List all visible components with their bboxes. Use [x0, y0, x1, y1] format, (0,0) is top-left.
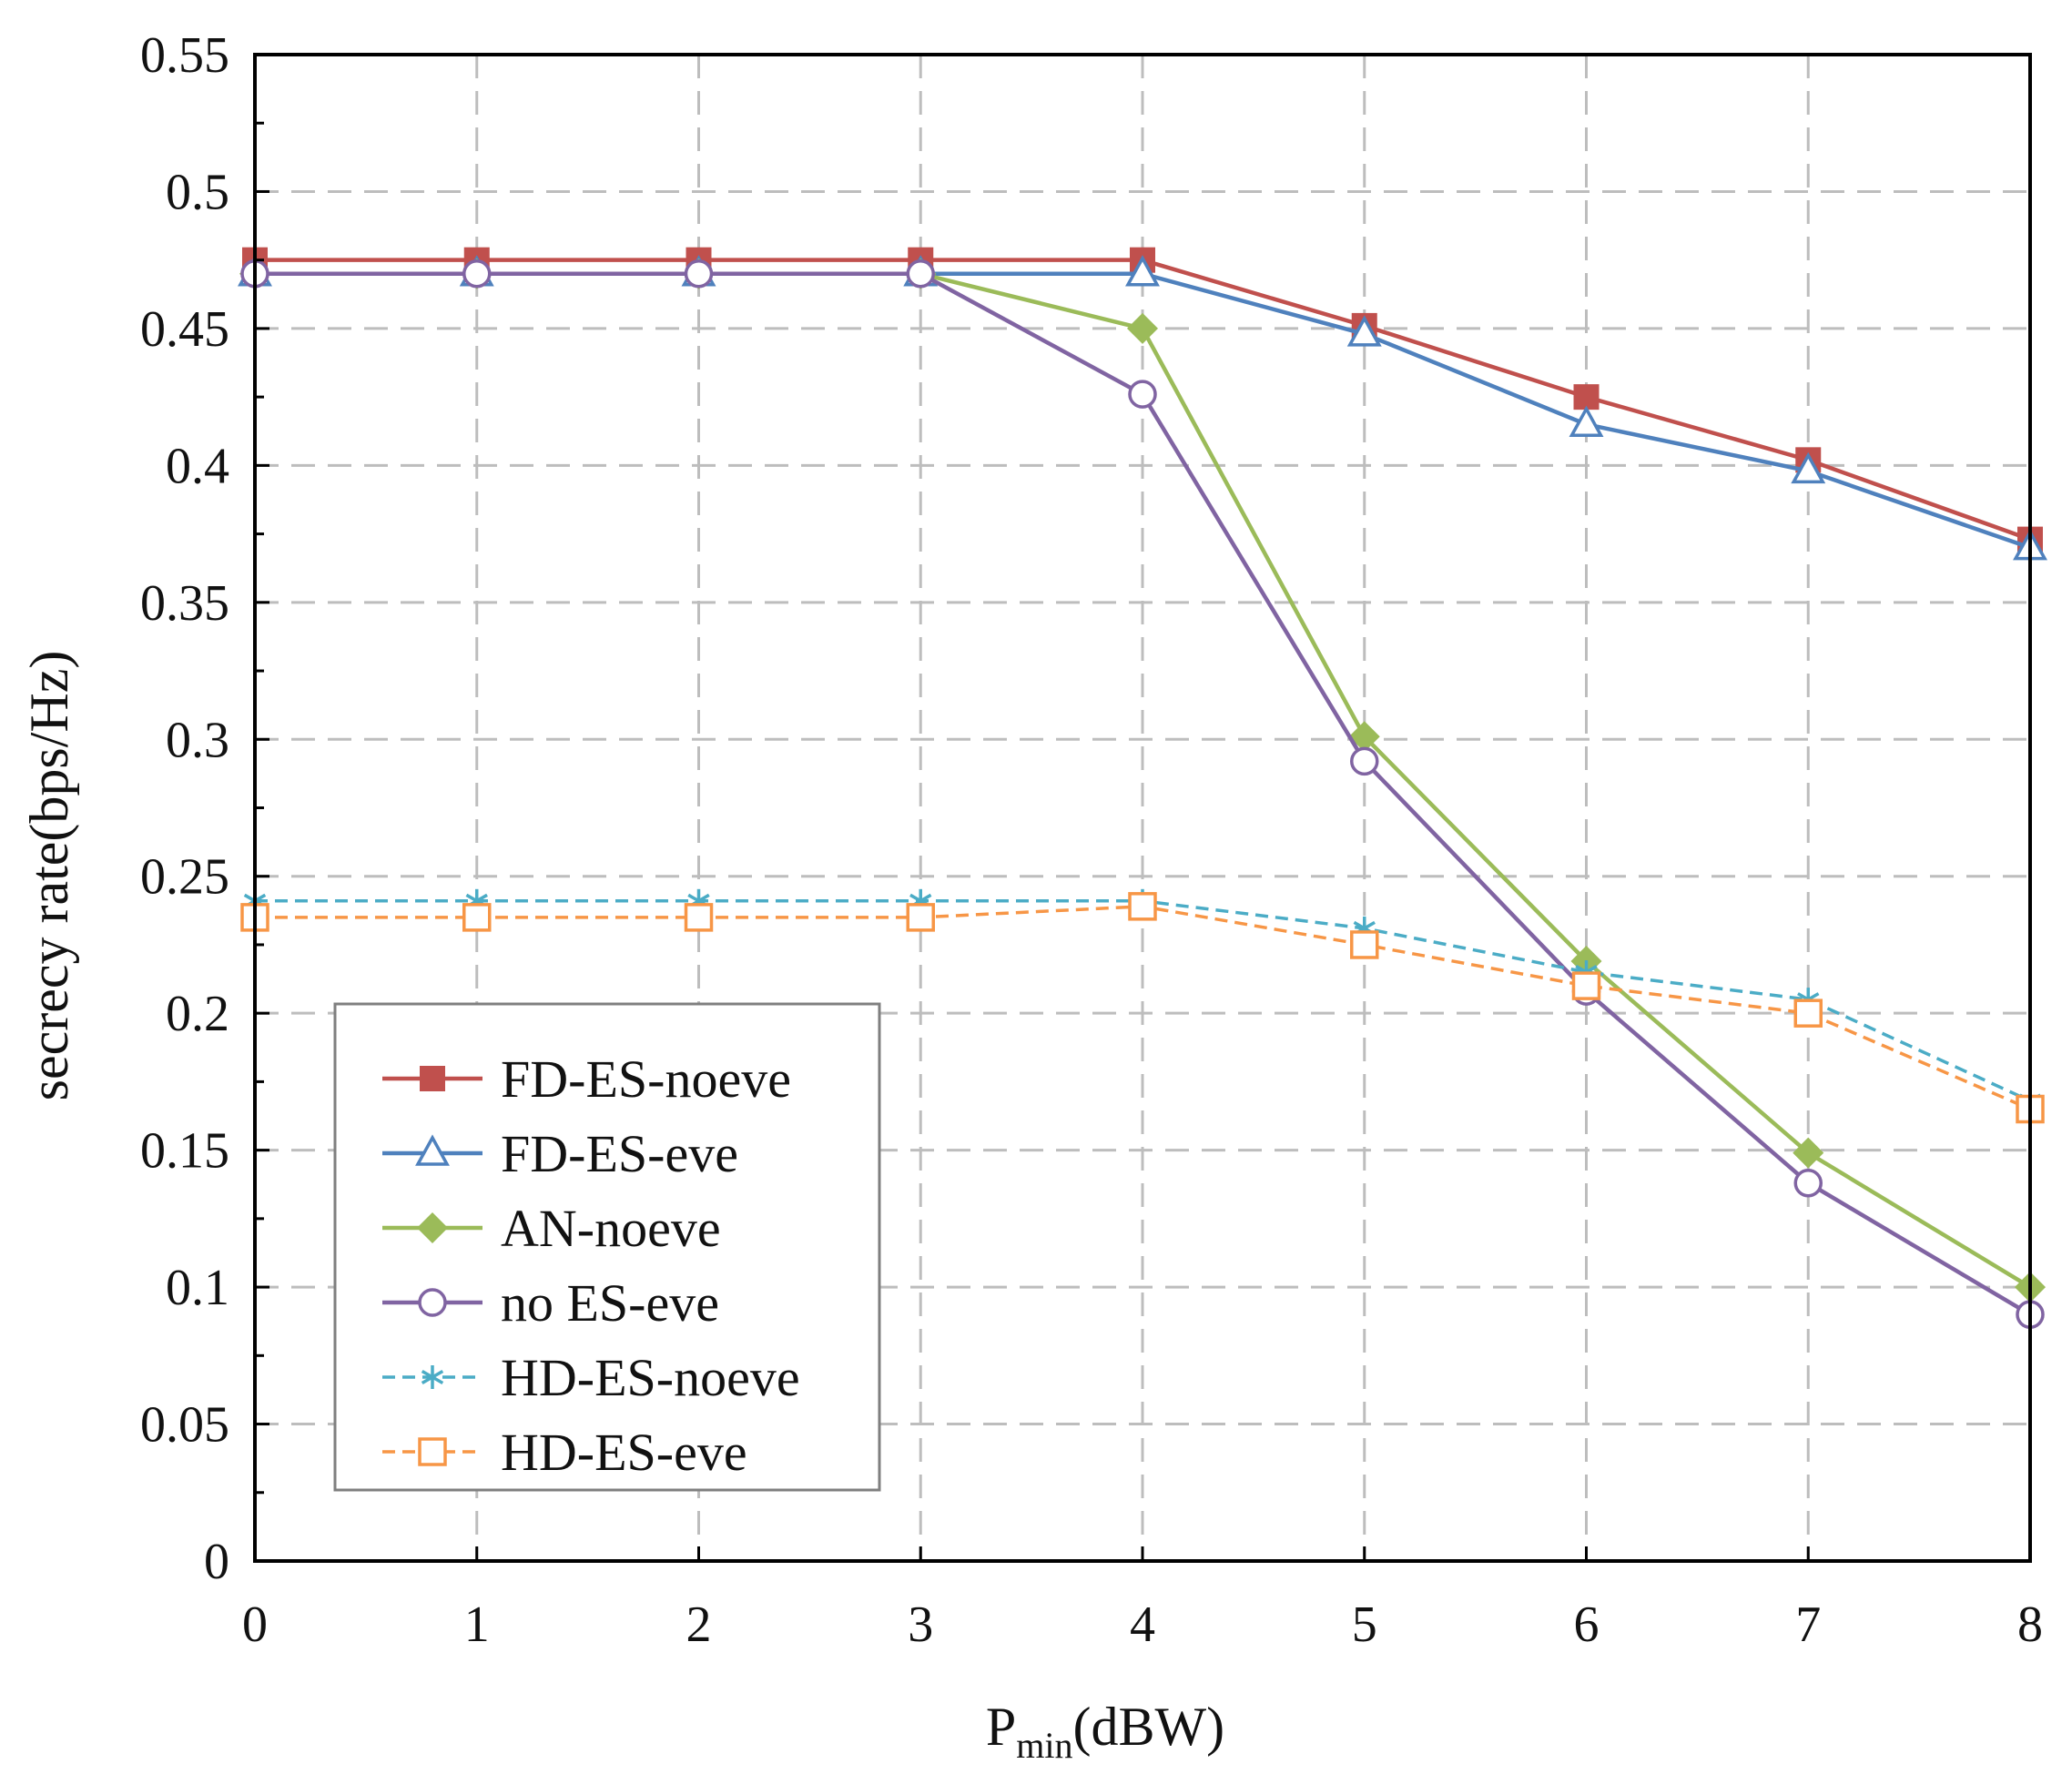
x-tick-label: 4	[1130, 1596, 1155, 1653]
data-point-no-es-eve	[1350, 746, 1379, 776]
y-tick-label: 0.4	[166, 438, 229, 494]
data-point-an-noeve	[1127, 312, 1158, 344]
y-tick-label: 0.3	[166, 712, 229, 768]
data-point-hd-es-eve	[1350, 930, 1379, 959]
data-point-hd-es-eve	[906, 903, 935, 932]
series-layer	[238, 247, 2047, 1329]
x-tick-label: 2	[686, 1596, 712, 1653]
legend-item-fd-es-eve: FD-ES-eve	[382, 1124, 738, 1183]
data-point-fd-es-noeve	[1573, 384, 1600, 411]
legend-label-no-es-eve: no ES-eve	[501, 1273, 719, 1333]
y-tick-label: 0.5	[166, 164, 229, 220]
legend-item-hd-es-noeve: HD-ES-noeve	[382, 1348, 800, 1407]
y-tick-label: 0.2	[166, 986, 229, 1042]
x-axis-label-main: P	[986, 1697, 1016, 1757]
legend-marker-hd-es-eve	[418, 1437, 447, 1466]
data-point-hd-es-eve	[1793, 998, 1823, 1028]
x-tick-label: 6	[1574, 1596, 1600, 1653]
data-point-hd-es-eve	[462, 903, 492, 932]
legend: FD-ES-noeve FD-ES-eve AN-noeve no ES-eve HD-…	[333, 1002, 881, 1492]
data-point-no-es-eve	[1793, 1168, 1823, 1198]
legend-marker-an-noeve	[417, 1212, 448, 1243]
legend-label-fd-es-noeve: FD-ES-noeve	[501, 1049, 791, 1109]
data-point-no-es-eve	[684, 258, 714, 289]
x-tick-label: 3	[908, 1596, 933, 1653]
data-point-an-noeve	[1348, 721, 1380, 753]
y-tick-label: 0.25	[140, 849, 229, 906]
series-hd-es-eve	[240, 892, 2045, 1124]
y-tick-label: 0.15	[140, 1123, 229, 1180]
data-point-fd-es-eve	[1569, 405, 1604, 437]
data-point-hd-es-eve	[684, 903, 714, 932]
y-tick-label: 0.55	[140, 27, 229, 84]
legend-marker-no-es-eve	[418, 1288, 447, 1317]
legend-marker-fd-es-eve	[415, 1134, 450, 1166]
x-axis-label-unit: (dBW)	[1072, 1697, 1224, 1757]
x-axis-label: Pmin(dBW)	[986, 1697, 1224, 1766]
x-tick-label: 5	[1352, 1596, 1377, 1653]
y-tick-label: 0.05	[140, 1397, 229, 1454]
x-tick-label: 7	[1795, 1596, 1821, 1653]
y-tick-label: 0	[204, 1534, 229, 1590]
y-tick-label: 0.45	[140, 301, 229, 358]
tick-labels: 0 1 2 3 4 5 6 7 8 0 0.05 0.1 0.15 0.2 0.25 0.3 0.35 0.4 0.…	[140, 27, 2043, 1653]
legend-marker-fd-es-noeve	[420, 1066, 445, 1091]
x-tick-label: 1	[464, 1596, 490, 1653]
x-tick-label: 0	[242, 1596, 268, 1653]
data-point-no-es-eve	[462, 258, 492, 289]
data-point-fd-es-eve	[1346, 315, 1382, 347]
data-point-hd-es-eve	[1571, 971, 1601, 1000]
legend-item-hd-es-eve: HD-ES-eve	[382, 1423, 747, 1482]
legend-item-an-noeve: AN-noeve	[382, 1199, 721, 1258]
y-axis-label: secrecy rate(bps/Hz)	[19, 651, 79, 1101]
data-point-fd-es-eve	[1791, 451, 1826, 484]
y-tick-label: 0.35	[140, 575, 229, 632]
data-point-an-noeve	[1793, 1137, 1824, 1169]
legend-label-hd-es-noeve: HD-ES-noeve	[501, 1348, 800, 1407]
legend-marker-hd-es-noeve	[421, 1365, 444, 1389]
y-tick-label: 0.1	[166, 1260, 229, 1316]
legend-label-hd-es-eve: HD-ES-eve	[501, 1423, 747, 1482]
legend-label-fd-es-eve: FD-ES-eve	[501, 1124, 738, 1183]
legend-label-an-noeve: AN-noeve	[501, 1199, 721, 1258]
legend-item-no-es-eve: no ES-eve	[382, 1273, 719, 1333]
data-point-no-es-eve	[1128, 380, 1157, 409]
data-point-fd-es-eve	[1125, 255, 1160, 287]
axis-ticks	[253, 53, 2032, 1563]
x-tick-label: 8	[2017, 1596, 2043, 1653]
legend-item-fd-es-noeve: FD-ES-noeve	[382, 1049, 791, 1109]
data-point-no-es-eve	[906, 258, 935, 289]
data-point-hd-es-eve	[1128, 892, 1157, 921]
x-axis-label-sub: min	[1016, 1725, 1072, 1766]
